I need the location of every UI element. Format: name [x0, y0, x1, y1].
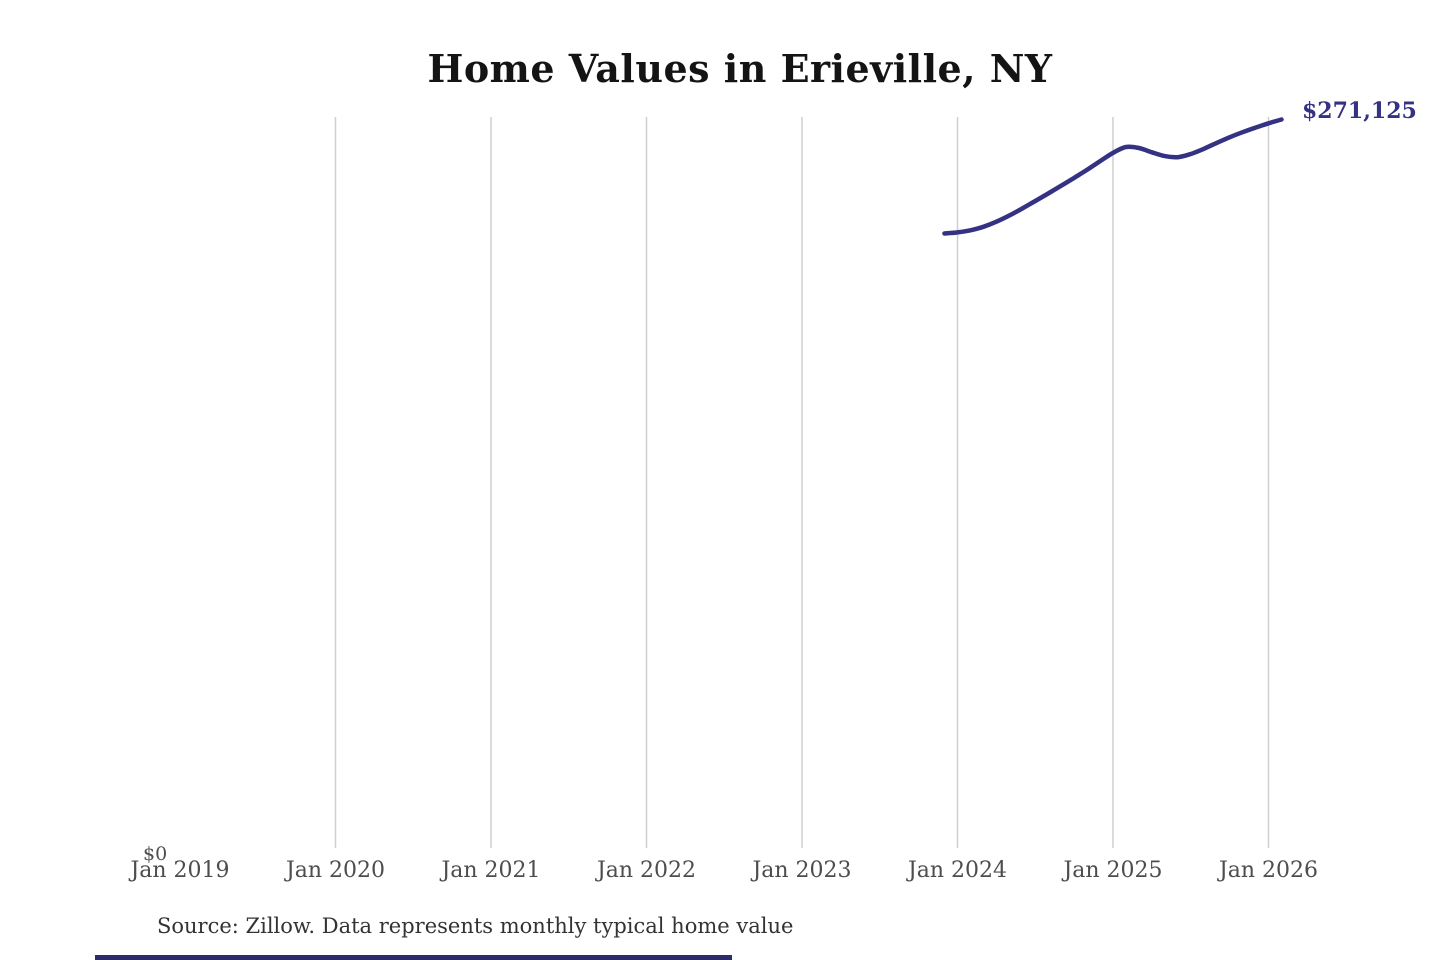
x-tick-jan-2023: Jan 2023: [752, 858, 852, 883]
home-value-line: [942, 117, 1284, 236]
x-tick-jan-2022: Jan 2022: [596, 858, 697, 883]
x-tick-jan-2024: Jan 2024: [907, 858, 1008, 883]
x-tick-jan-2025: Jan 2025: [1063, 858, 1163, 883]
x-tick-jan-2021: Jan 2021: [441, 858, 541, 883]
year-gridlines: [334, 117, 1270, 848]
x-tick-jan-2019: Jan 2019: [130, 858, 230, 883]
cutoff-bottom-bar: [95, 955, 732, 960]
y-axis-zero-label: $0: [143, 843, 168, 865]
latest-value-label: $271,125: [1302, 98, 1417, 124]
x-tick-jan-2020: Jan 2020: [285, 858, 386, 883]
source-note: Source: Zillow. Data represents monthly …: [157, 914, 794, 938]
page-title: Home Values in Erieville, NY: [427, 46, 1053, 91]
x-tick-jan-2026: Jan 2026: [1218, 858, 1319, 883]
